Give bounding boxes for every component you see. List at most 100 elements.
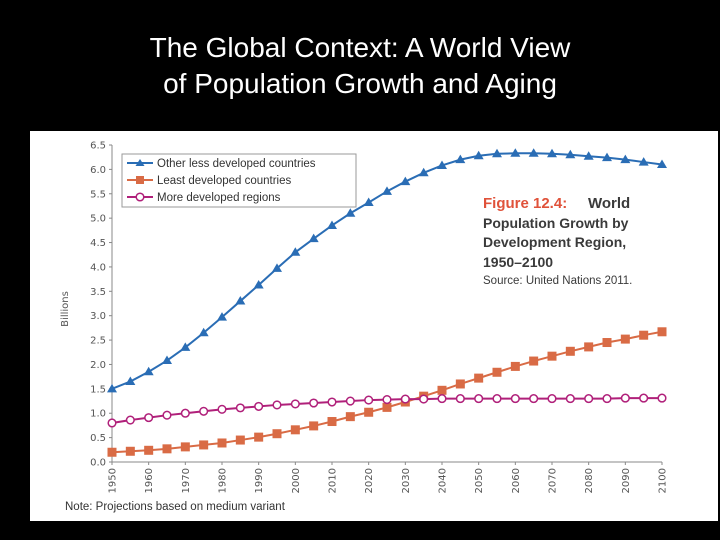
y-tick-label: 1.0 bbox=[90, 409, 106, 420]
data-point bbox=[492, 148, 502, 158]
data-point bbox=[308, 233, 319, 243]
figure-subtitle-line-2: Development Region, bbox=[483, 234, 626, 250]
data-point bbox=[547, 148, 557, 158]
x-tick-label: 2070 bbox=[548, 468, 559, 493]
x-tick-label: 2060 bbox=[511, 468, 522, 493]
data-point bbox=[199, 440, 209, 450]
data-point bbox=[253, 279, 264, 289]
data-point bbox=[657, 159, 667, 169]
y-axis-ticks: 0.0 0.5 1.0 1.5 2.0 2.5 3.0 3.5 4.0 4.5 5.0 5.5 6.0 6… bbox=[90, 141, 112, 469]
data-point bbox=[602, 338, 612, 348]
data-point bbox=[400, 394, 410, 404]
data-point bbox=[492, 367, 502, 377]
data-point bbox=[602, 152, 612, 162]
data-point bbox=[382, 395, 392, 405]
data-point bbox=[198, 327, 209, 337]
data-point bbox=[345, 412, 355, 422]
legend-label-more: More developed regions bbox=[157, 192, 281, 204]
data-point bbox=[199, 406, 209, 416]
data-point bbox=[345, 396, 355, 406]
data-point bbox=[162, 355, 172, 365]
data-point bbox=[290, 247, 301, 256]
y-tick-label: 0.0 bbox=[90, 458, 106, 469]
x-tick-label: 1950 bbox=[108, 468, 119, 493]
y-tick-label: 2.5 bbox=[90, 336, 106, 347]
x-tick-label: 2050 bbox=[474, 468, 485, 493]
figure-caption: Figure 12.4: World Population Growth by … bbox=[483, 195, 632, 287]
axes-frame bbox=[111, 145, 662, 463]
data-point bbox=[107, 418, 117, 428]
x-tick-label: 1990 bbox=[254, 468, 265, 493]
data-point bbox=[510, 394, 520, 404]
data-point bbox=[565, 149, 576, 159]
data-point bbox=[639, 393, 649, 403]
figure-source: Source: United Nations 2011. bbox=[483, 275, 632, 287]
data-point bbox=[510, 361, 520, 371]
legend-item-more: More developed regions bbox=[127, 192, 281, 204]
data-point bbox=[180, 408, 190, 418]
data-point bbox=[602, 394, 612, 404]
data-point bbox=[639, 330, 649, 340]
data-point bbox=[528, 148, 539, 157]
x-tick-label: 2090 bbox=[621, 468, 632, 493]
data-point bbox=[620, 393, 630, 403]
data-point bbox=[529, 394, 539, 404]
series-least bbox=[107, 327, 667, 457]
x-tick-label: 2000 bbox=[291, 468, 302, 493]
data-point bbox=[584, 342, 594, 352]
data-point bbox=[272, 263, 282, 272]
data-point bbox=[529, 356, 539, 366]
data-point bbox=[547, 394, 557, 404]
data-point bbox=[455, 154, 466, 164]
population-chart: 0.0 0.5 1.0 1.5 2.0 2.5 3.0 3.5 4.0 4.5 5.0 5.5 6.0 6… bbox=[60, 141, 669, 514]
data-point bbox=[492, 394, 502, 404]
data-point bbox=[327, 417, 337, 427]
data-point bbox=[455, 379, 465, 389]
data-point bbox=[327, 397, 337, 407]
slide-title-line-2: of Population Growth and Aging bbox=[163, 68, 557, 99]
figure-subtitle-line-1: Population Growth by bbox=[483, 215, 629, 231]
data-point bbox=[254, 401, 264, 411]
data-point bbox=[327, 220, 337, 229]
data-point bbox=[107, 447, 117, 457]
x-tick-label: 1980 bbox=[218, 468, 229, 493]
legend-item-least: Least developed countries bbox=[127, 175, 292, 187]
legend-box bbox=[121, 153, 357, 208]
figure-panel: 0.0 0.5 1.0 1.5 2.0 2.5 3.0 3.5 4.0 4.5 5.0 5.5 6.0 6… bbox=[30, 131, 718, 521]
slide-title: The Global Context: A World View of Popu… bbox=[0, 30, 720, 102]
legend-label-least: Least developed countries bbox=[157, 175, 292, 187]
data-point bbox=[235, 403, 245, 413]
y-tick-label: 4.0 bbox=[90, 262, 106, 273]
data-point bbox=[510, 148, 521, 157]
y-tick-label: 0.5 bbox=[90, 433, 106, 444]
data-point bbox=[180, 442, 190, 452]
legend-marker-square bbox=[136, 176, 144, 184]
data-point bbox=[144, 413, 154, 423]
data-point bbox=[290, 399, 300, 409]
data-point bbox=[620, 334, 630, 344]
x-tick-label: 1970 bbox=[181, 468, 192, 493]
data-point bbox=[382, 402, 392, 412]
data-point bbox=[437, 394, 447, 404]
y-tick-label: 4.5 bbox=[90, 238, 106, 249]
data-point bbox=[363, 197, 374, 207]
data-point bbox=[437, 385, 447, 395]
data-point bbox=[583, 151, 594, 160]
data-point bbox=[290, 425, 300, 435]
legend-marker-circle bbox=[135, 192, 145, 202]
data-point bbox=[345, 208, 356, 217]
data-point bbox=[620, 154, 631, 164]
data-point bbox=[474, 394, 484, 404]
figure-subtitle-line-3: 1950–2100 bbox=[483, 254, 553, 270]
y-tick-label: 2.0 bbox=[90, 360, 106, 371]
x-tick-label: 2100 bbox=[658, 468, 669, 493]
data-point bbox=[125, 446, 135, 456]
data-point bbox=[254, 432, 264, 442]
figure-label: Figure 12.4: bbox=[483, 195, 567, 212]
legend-item-other-less: Other less developed countries bbox=[127, 158, 316, 170]
data-point bbox=[547, 351, 557, 361]
y-tick-label: 6.5 bbox=[90, 141, 106, 152]
data-point bbox=[125, 376, 136, 386]
y-tick-label: 5.5 bbox=[90, 189, 106, 200]
data-point bbox=[437, 160, 447, 169]
